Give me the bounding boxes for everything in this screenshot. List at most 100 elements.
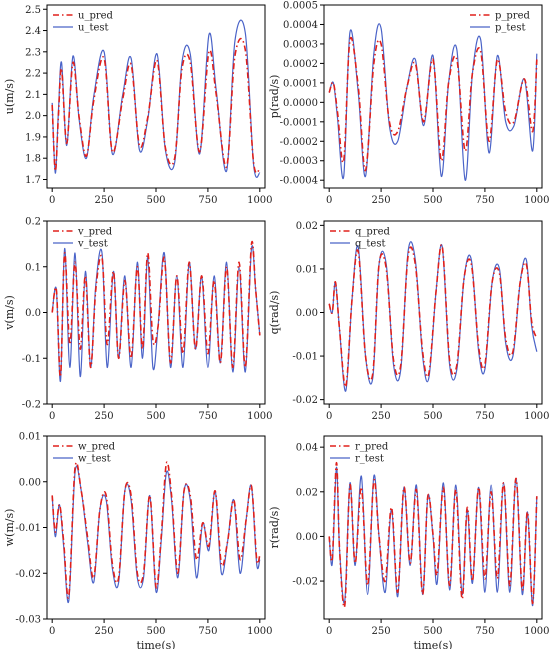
y-axis-label: p(rad/s) <box>268 75 281 119</box>
legend-label-r_test: r_test <box>355 454 384 465</box>
x-axis-label: time(s) <box>413 639 452 649</box>
series-line-w_pred <box>51 461 261 599</box>
y-tick-label: -0.01 <box>15 523 41 534</box>
x-tick-label: 250 <box>95 626 114 637</box>
x-tick-label: 500 <box>146 195 165 206</box>
x-tick-label: 500 <box>423 411 442 422</box>
legend-label-u_test: u_test <box>78 23 109 34</box>
x-tick-label: 0 <box>326 195 332 206</box>
x-tick-label: 750 <box>198 195 217 206</box>
x-tick-label: 250 <box>95 195 114 206</box>
y-tick-label: 0.00 <box>19 477 41 488</box>
y-tick-label: 0.0001 <box>283 78 318 89</box>
x-tick-label: 0 <box>49 411 55 422</box>
y-axis-label: q(rad/s) <box>268 291 281 335</box>
y-axis-label: u(m/s) <box>3 79 16 114</box>
x-tick-label: 500 <box>146 411 165 422</box>
legend-label-r_pred: r_pred <box>355 442 389 453</box>
x-tick-label: 750 <box>198 411 217 422</box>
y-tick-label: 2.3 <box>25 47 41 58</box>
y-tick-label: 0.2 <box>25 217 41 228</box>
y-tick-label: -0.01 <box>292 352 318 363</box>
y-tick-label: 2.0 <box>25 111 41 122</box>
chart-panel-v: 0 250 500 750 1000 -0.2 -0.1 0.0 0.1 0.2 v(m/s) v_p… <box>3 217 273 423</box>
y-tick-label: 0.00 <box>296 532 318 543</box>
chart-panel-u: 0 250 500 750 1000 1.7 1.8 1.9 2.0 2.1 2.2 2.3 2.4 2.… <box>3 4 273 206</box>
series-line-p_test <box>328 23 538 181</box>
y-axis-label: r(rad/s) <box>268 506 281 548</box>
y-axis-label: w(m/s) <box>3 509 16 547</box>
x-tick-label: 1000 <box>247 411 272 422</box>
x-tick-label: 500 <box>423 195 442 206</box>
y-tick-label: 0.02 <box>296 221 318 232</box>
x-tick-label: 0 <box>326 626 332 637</box>
x-tick-label: 1000 <box>247 195 272 206</box>
series-line-r_pred <box>328 461 538 609</box>
legend-label-p_pred: p_pred <box>495 11 531 22</box>
y-tick-label: 0.0003 <box>283 39 318 50</box>
legend-label-w_test: w_test <box>78 454 111 465</box>
x-tick-label: 750 <box>475 195 494 206</box>
x-tick-label: 250 <box>372 411 391 422</box>
y-tick-label: -0.0002 <box>280 137 318 148</box>
legend-label-q_test: q_test <box>355 239 386 250</box>
y-tick-label: 0.0004 <box>283 20 318 31</box>
y-tick-label: -0.03 <box>15 615 41 626</box>
legend-label-u_pred: u_pred <box>78 11 114 22</box>
y-tick-label: 0.0005 <box>283 1 318 12</box>
x-tick-label: 500 <box>146 626 165 637</box>
y-tick-label: 0.0 <box>25 308 41 319</box>
y-tick-label: 2.5 <box>25 5 41 16</box>
y-tick-label: 1.8 <box>25 154 41 165</box>
x-tick-label: 1000 <box>247 626 272 637</box>
y-tick-label: 0.00 <box>296 308 318 319</box>
x-tick-label: 250 <box>372 195 391 206</box>
y-tick-label: -0.0003 <box>280 156 318 167</box>
x-tick-label: 1000 <box>524 411 549 422</box>
y-tick-label: -0.0001 <box>280 117 318 128</box>
chart-panel-p: 0 250 500 750 1000 -0.0004 -0.0003 -0.0002 -0.00… <box>268 1 550 207</box>
x-tick-label: 250 <box>372 626 391 637</box>
x-tick-label: 1000 <box>524 626 549 637</box>
legend-label-v_test: v_test <box>77 239 108 250</box>
series-line-v_pred <box>51 240 261 378</box>
y-tick-label: 0.04 <box>296 443 318 454</box>
x-tick-label: 0 <box>49 626 55 637</box>
series-line-q_pred <box>328 244 538 388</box>
y-tick-label: 0.0002 <box>283 59 318 70</box>
y-tick-label: 2.1 <box>25 90 41 101</box>
y-tick-label: 1.7 <box>25 175 41 186</box>
chart-panel-r: 0 250 500 750 1000 -0.02 0.00 0.02 0.04 r(rad/s) t… <box>268 435 550 649</box>
y-tick-label: -0.02 <box>292 577 318 588</box>
y-tick-label: 2.2 <box>25 69 41 80</box>
legend-label-v_pred: v_pred <box>77 227 113 238</box>
y-tick-label: 1.9 <box>25 132 41 143</box>
legend-label-q_pred: q_pred <box>355 227 391 238</box>
x-tick-label: 0 <box>49 195 55 206</box>
x-axis-label: time(s) <box>136 639 175 649</box>
legend-label-p_test: p_test <box>495 23 526 34</box>
series-line-q_test <box>328 241 538 392</box>
y-axis-label: v(m/s) <box>3 295 16 331</box>
x-tick-label: 750 <box>475 411 494 422</box>
series-line-r_test <box>328 466 538 607</box>
y-tick-label: 0.02 <box>296 487 318 498</box>
series-line-u_pred <box>51 37 261 174</box>
y-tick-label: 0.01 <box>296 264 318 275</box>
x-tick-label: 750 <box>198 626 217 637</box>
y-tick-label: 2.4 <box>25 26 41 37</box>
y-tick-label: 0.0000 <box>283 98 318 109</box>
chart-panel-w: 0 250 500 750 1000 -0.03 -0.02 -0.01 0.00 0.01 w(m… <box>3 432 273 649</box>
x-tick-label: 1000 <box>524 195 549 206</box>
y-tick-label: -0.02 <box>292 395 318 406</box>
y-tick-label: -0.02 <box>15 569 41 580</box>
y-tick-label: -0.2 <box>22 400 41 411</box>
x-tick-label: 0 <box>326 411 332 422</box>
y-tick-label: -0.0004 <box>280 176 318 187</box>
chart-panel-q: 0 250 500 750 1000 -0.02 -0.01 0.00 0.01 0.02 q(ra… <box>268 220 550 422</box>
x-tick-label: 750 <box>475 626 494 637</box>
x-tick-label: 250 <box>95 411 114 422</box>
y-tick-label: 0.01 <box>19 432 41 443</box>
y-tick-label: 0.1 <box>25 262 41 273</box>
